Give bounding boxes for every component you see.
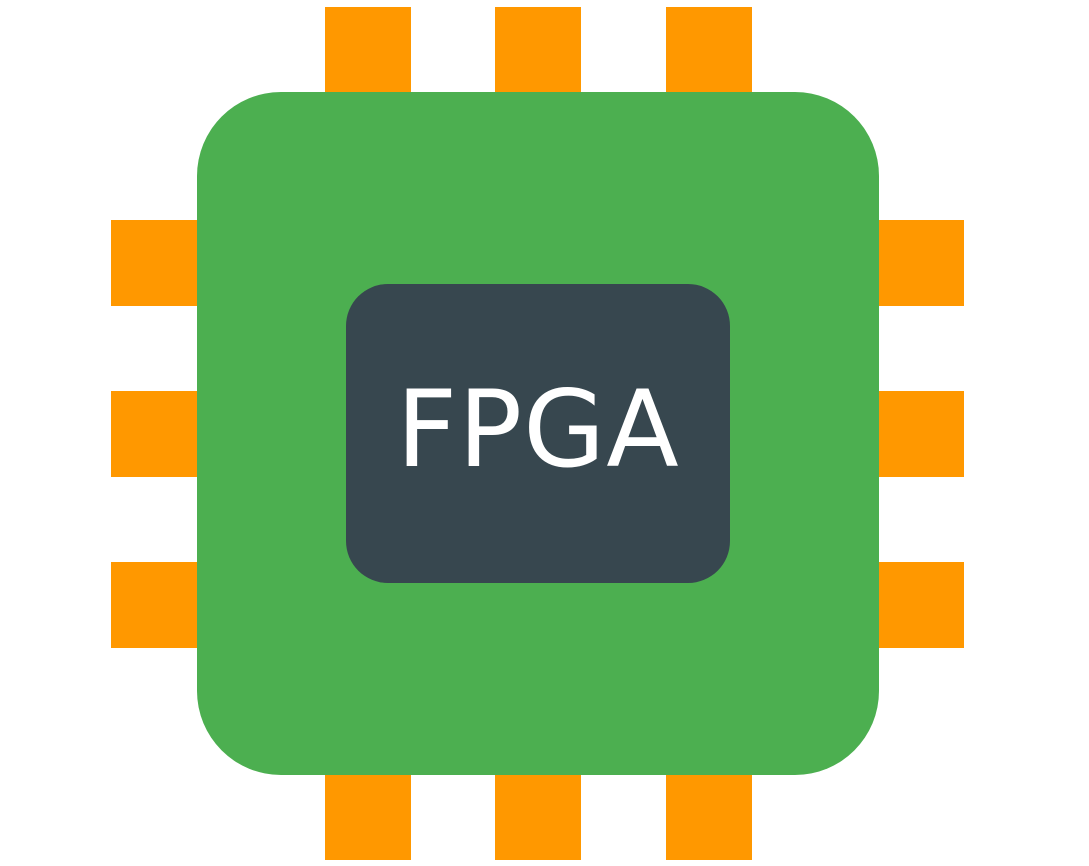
- pin-top-2: [495, 7, 581, 93]
- pin-right-2: [878, 391, 964, 477]
- pin-top-3: [666, 7, 752, 93]
- pin-top-1: [325, 7, 411, 93]
- chip-core: FPGA: [346, 284, 730, 583]
- pin-right-1: [878, 220, 964, 306]
- pin-left-3: [111, 562, 197, 648]
- chip-label: FPGA: [396, 367, 680, 491]
- pin-bottom-1: [325, 774, 411, 860]
- pin-left-2: [111, 391, 197, 477]
- pin-right-3: [878, 562, 964, 648]
- pin-bottom-2: [495, 774, 581, 860]
- pin-bottom-3: [666, 774, 752, 860]
- pin-left-1: [111, 220, 197, 306]
